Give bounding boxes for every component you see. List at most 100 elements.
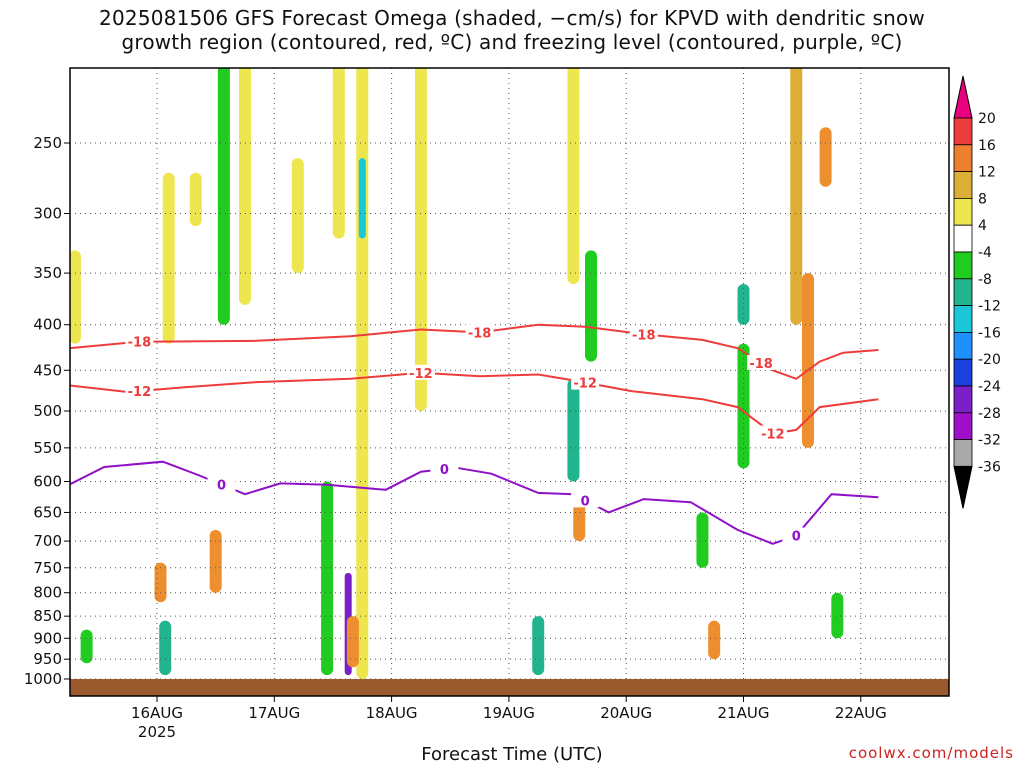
x-tick-label: 19AUG [483, 704, 535, 722]
contour-label-bg [465, 324, 494, 340]
contour-label: -18 [749, 357, 773, 372]
omega-cell [819, 127, 832, 187]
omega-cell [802, 273, 815, 448]
omega-cell [154, 562, 167, 603]
contour-label: -12 [761, 428, 785, 443]
omega-cell [80, 629, 93, 664]
y-tick-label: 600 [33, 472, 62, 490]
omega-cell [217, 68, 230, 325]
y-axis: 250 300 350 400 450 500 550 600 650 700 750 800 850 9… [24, 134, 70, 688]
contour-label-bg [571, 374, 600, 390]
omega-cell [209, 529, 222, 593]
x-tick-label: 21AUG [718, 704, 770, 722]
contour-label: -12 [409, 367, 433, 382]
x-tick-label: 22AUG [835, 704, 887, 722]
colorbar-swatch [953, 305, 973, 333]
colorbar-label: -12 [978, 299, 1001, 315]
colorbar-label: -24 [978, 379, 1001, 395]
contour-label: 0 [217, 479, 226, 494]
contour-label-bg [758, 425, 787, 441]
y-tick-label: 750 [33, 559, 62, 577]
omega-cell [831, 592, 844, 639]
omega-cell [162, 172, 175, 344]
omega-cell [708, 620, 721, 660]
y-tick-label: 1000 [24, 670, 62, 688]
omega-cell [291, 158, 304, 274]
omega-cell [358, 158, 366, 239]
contour-label-bg [782, 527, 811, 543]
colorbar-label: -8 [978, 272, 992, 288]
colorbar-swatch [953, 358, 973, 387]
colorbar-label: -20 [978, 352, 1001, 368]
contour-label-bg [571, 492, 600, 508]
colorbar-label: -28 [978, 406, 1001, 422]
contour-label-bg [207, 476, 236, 492]
colorbar-label: 12 [978, 165, 996, 181]
colorbar-arrow-top [953, 75, 973, 119]
omega-cell [332, 68, 345, 239]
x-tick-label: 20AUG [600, 704, 652, 722]
omega-cell [159, 620, 172, 676]
colorbar-label: -32 [978, 433, 1001, 449]
y-tick-label: 500 [33, 402, 62, 420]
y-tick-label: 400 [33, 316, 62, 334]
contour-label: -18 [632, 328, 656, 343]
omega-cell [737, 283, 750, 325]
colorbar-swatch [953, 331, 973, 360]
y-tick-label: 650 [33, 503, 62, 521]
omega-cell [70, 250, 81, 344]
ground-bar [70, 679, 949, 696]
contour-label: 0 [792, 530, 801, 545]
colorbar-label: -4 [978, 245, 992, 261]
y-tick-label: 550 [33, 439, 62, 457]
contour-label: -12 [573, 377, 597, 392]
contour-label-bg [406, 364, 435, 380]
contour-label: -12 [128, 385, 152, 400]
contour-label: 0 [440, 463, 449, 478]
omega-cell [585, 250, 598, 362]
y-tick-label: 250 [33, 134, 62, 152]
x-tick-sublabel: 2025 [138, 723, 176, 741]
colorbar-swatch [953, 385, 973, 414]
omega-cell [414, 68, 427, 411]
contour-label: -18 [128, 336, 152, 351]
colorbar: 20 16 12 8 4 -4 -8 -12 -16 -20 -24 -28 -32 -36 [953, 75, 1001, 509]
omega-shading [70, 68, 844, 679]
colorbar-label: -16 [978, 325, 1001, 341]
colorbar-label: 4 [978, 218, 987, 234]
omega-cell [790, 68, 803, 325]
y-tick-label: 900 [33, 629, 62, 647]
colorbar-swatch [953, 439, 973, 467]
y-tick-label: 850 [33, 607, 62, 625]
omega-cell [567, 378, 580, 482]
x-tick-label: 17AUG [248, 704, 300, 722]
omega-cell [238, 68, 251, 305]
colorbar-label: 20 [978, 111, 996, 127]
omega-cell [737, 343, 750, 469]
colorbar-swatch [953, 278, 973, 306]
chart-title-line1: 2025081506 GFS Forecast Omega (shaded, −… [99, 6, 925, 30]
omega-cell [356, 68, 369, 679]
credit-link[interactable]: coolwx.com/models [848, 744, 1014, 762]
y-tick-label: 950 [33, 650, 62, 668]
omega-cell [696, 512, 709, 568]
colorbar-swatch [953, 224, 973, 253]
x-tick-label: 18AUG [366, 704, 418, 722]
plot-frame [69, 67, 950, 697]
y-tick-label: 800 [33, 584, 62, 602]
colorbar-swatch [953, 412, 973, 440]
plot-area [70, 68, 949, 696]
colorbar-swatch [953, 171, 973, 199]
y-tick-label: 450 [33, 361, 62, 379]
y-tick-label: 350 [33, 264, 62, 282]
colorbar-swatch [953, 117, 973, 146]
omega-cell [321, 481, 334, 676]
omega-cell [532, 616, 545, 676]
colorbar-swatch [953, 144, 973, 173]
contour-label-bg [125, 383, 154, 399]
omega-cell [567, 68, 580, 284]
colorbar-swatch [953, 197, 973, 226]
y-tick-label: 300 [33, 204, 62, 222]
contour-lines: -18 -18 -18 -18 -12 -12 -12 -12 0 0 0 0 [70, 323, 879, 545]
